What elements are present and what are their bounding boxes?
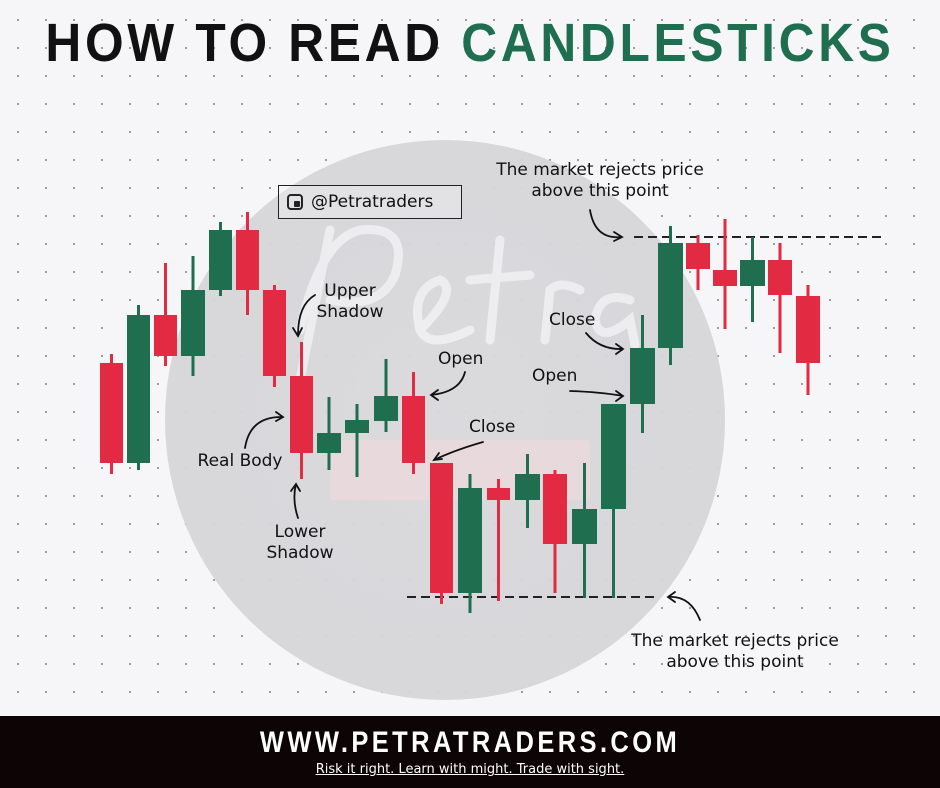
bullish-candle <box>601 404 626 598</box>
bearish-candle <box>290 342 313 479</box>
social-handle-badge: @Petratraders <box>278 185 462 219</box>
candle-wick <box>164 263 167 366</box>
candle-body <box>181 290 205 356</box>
bearish-candle <box>686 235 710 290</box>
bearish-candle <box>100 354 123 474</box>
candle-body <box>543 474 567 544</box>
website-link[interactable]: WWW.PETRATRADERS.COM <box>259 726 681 759</box>
candle-body <box>713 270 737 286</box>
candle-body <box>572 509 597 544</box>
bullish-candle <box>374 359 398 432</box>
arrow-close-2 <box>585 332 625 355</box>
candle-body <box>263 290 286 376</box>
candle-body <box>402 396 425 463</box>
label-real-body: Real Body <box>197 451 283 471</box>
arrow-lower-shadow <box>290 482 301 519</box>
candle-body <box>458 488 482 593</box>
bearish-candle <box>487 479 510 601</box>
candle-body <box>686 243 710 269</box>
bearish-candle <box>713 219 737 329</box>
label-close-2: Close <box>549 310 596 330</box>
title-part-1: HOW TO READ <box>45 13 444 73</box>
bearish-candle <box>402 372 425 474</box>
footer: WWW.PETRATRADERS.COM Risk it right. Lear… <box>0 716 940 788</box>
arrow-open-1 <box>429 371 466 401</box>
candle-body <box>796 296 820 363</box>
instagram-icon <box>287 194 303 210</box>
social-handle-text: @Petratraders <box>311 192 434 212</box>
bullish-candle <box>515 454 540 528</box>
bullish-candle <box>458 474 482 613</box>
candle-body <box>430 463 453 593</box>
label-open-1: Open <box>438 349 484 369</box>
label-bottom-reject: The market rejects price above this poin… <box>631 631 839 672</box>
bearish-candle <box>430 463 453 604</box>
bullish-candle <box>317 397 341 470</box>
bullish-candle <box>658 226 683 365</box>
bullish-candle <box>181 256 205 376</box>
candle-body <box>658 243 683 348</box>
candle-body <box>290 376 313 453</box>
candle-body <box>317 433 341 453</box>
candle-body <box>236 230 259 290</box>
candle-wick <box>778 243 782 353</box>
bullish-candle <box>345 404 369 477</box>
label-top-reject: The market rejects price above this poin… <box>496 160 704 201</box>
arrow-real-body <box>244 411 285 449</box>
arrow-upper-shadow <box>292 294 316 338</box>
bullish-candle <box>209 222 232 296</box>
candle-body <box>630 348 655 404</box>
label-open-2: Open <box>532 366 578 386</box>
candle-body <box>768 260 792 295</box>
candle-body <box>345 420 369 433</box>
bearish-candle <box>263 285 286 387</box>
page-title: HOW TO READ CANDLESTICKS <box>38 12 903 74</box>
candle-body <box>601 404 626 509</box>
candle-body <box>154 315 177 356</box>
candle-body <box>209 230 232 290</box>
bearish-candle <box>543 470 567 593</box>
bullish-candle <box>127 305 150 470</box>
bearish-candle <box>768 243 792 353</box>
arrow-open-2 <box>569 390 625 402</box>
label-lower-shadow: Lower Shadow <box>266 522 334 563</box>
candle-body <box>740 260 765 286</box>
bullish-candle <box>740 237 765 322</box>
candle-wick <box>355 404 359 477</box>
candle-body <box>127 315 150 463</box>
label-close-1: Close <box>469 417 516 437</box>
candle-body <box>100 363 123 463</box>
candle-wick <box>384 359 388 432</box>
candle-wick <box>497 479 500 601</box>
arrow-top-reject <box>589 209 624 242</box>
title-part-2: CANDLESTICKS <box>461 13 895 73</box>
candle-body <box>487 488 510 500</box>
bearish-candle <box>796 285 820 395</box>
arrow-bottom-reject <box>666 591 701 621</box>
tagline: Risk it right. Learn with might. Trade w… <box>315 762 625 777</box>
arrow-close-1 <box>432 441 484 462</box>
candlestick-diagram <box>100 209 882 621</box>
bullish-candle <box>630 315 655 433</box>
bearish-candle <box>154 263 177 366</box>
bullish-candle <box>572 463 597 598</box>
label-upper-shadow: Upper Shadow <box>316 281 384 322</box>
bearish-candle <box>236 212 259 315</box>
candle-body <box>515 474 540 500</box>
candle-body <box>374 396 398 421</box>
